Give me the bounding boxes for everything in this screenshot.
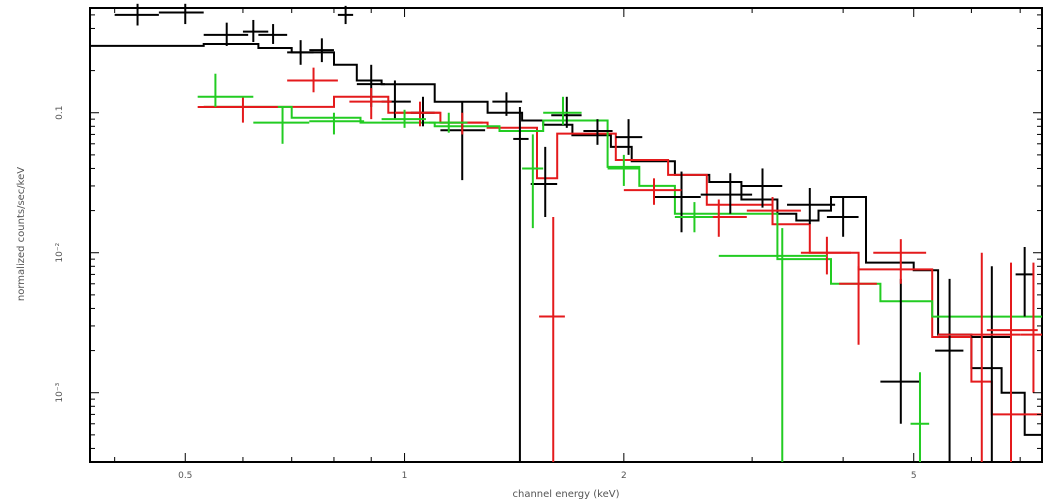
- data-point: [615, 119, 643, 155]
- y-tick-label: 10⁻²: [55, 242, 65, 262]
- data-point: [197, 96, 278, 123]
- data-point: [287, 40, 314, 65]
- data-point: [839, 266, 877, 345]
- data-point: [700, 173, 753, 214]
- data-point: [607, 154, 640, 186]
- data-point: [253, 106, 310, 144]
- data-point: [428, 112, 468, 133]
- x-tick-label: 2: [621, 471, 627, 481]
- ticks: 0.5 1 2 5 10⁻³ 10⁻² 0.1: [55, 8, 1042, 481]
- y-axis-label: normalized counts/sec/keV: [16, 167, 27, 301]
- plot-frame: [89, 7, 1043, 463]
- y-tick-label: 0.1: [55, 106, 65, 120]
- data-point: [971, 266, 1012, 462]
- data-point: [287, 67, 338, 93]
- data-point: [197, 73, 254, 107]
- data-point: [114, 3, 159, 26]
- data-point: [935, 278, 964, 462]
- data-point: [242, 19, 269, 43]
- data-point: [910, 372, 930, 462]
- data-point: [530, 146, 558, 217]
- x-tick-label: 0.5: [178, 471, 192, 481]
- y-tick-label: 10⁻³: [55, 382, 65, 402]
- data-point: [203, 22, 249, 46]
- data-point: [158, 3, 204, 25]
- data-point: [1015, 246, 1034, 317]
- data-point: [718, 228, 827, 462]
- data-point: [349, 88, 392, 120]
- data-point: [938, 252, 1021, 462]
- data-point: [623, 178, 682, 205]
- axes: [89, 7, 1043, 463]
- data-point: [337, 5, 354, 25]
- data-point: [880, 278, 920, 424]
- data-point: [653, 171, 701, 233]
- data-point: [258, 24, 288, 44]
- model-step-line-2: [203, 95, 1042, 416]
- x-tick-label: 5: [911, 471, 917, 481]
- data-point: [787, 188, 836, 225]
- data-point: [746, 197, 801, 225]
- data-point: [986, 262, 1038, 462]
- data-points: [114, 3, 1042, 462]
- data-point: [492, 92, 523, 116]
- data-point: [583, 119, 613, 145]
- data-point: [309, 38, 334, 63]
- data-point: [381, 109, 426, 128]
- data-point: [873, 239, 927, 284]
- x-tick-label: 1: [402, 471, 408, 481]
- data-point: [513, 106, 529, 462]
- data-point: [1020, 262, 1042, 393]
- data-point: [543, 96, 582, 125]
- data-point: [826, 197, 859, 237]
- x-axis-label: channel energy (keV): [512, 489, 619, 500]
- data-point: [741, 168, 783, 208]
- data-point: [539, 216, 565, 462]
- data-point: [674, 202, 713, 233]
- data-point: [522, 134, 544, 229]
- data-point: [394, 101, 441, 127]
- data-point: [309, 112, 365, 135]
- model-step-line-3: [203, 105, 1042, 318]
